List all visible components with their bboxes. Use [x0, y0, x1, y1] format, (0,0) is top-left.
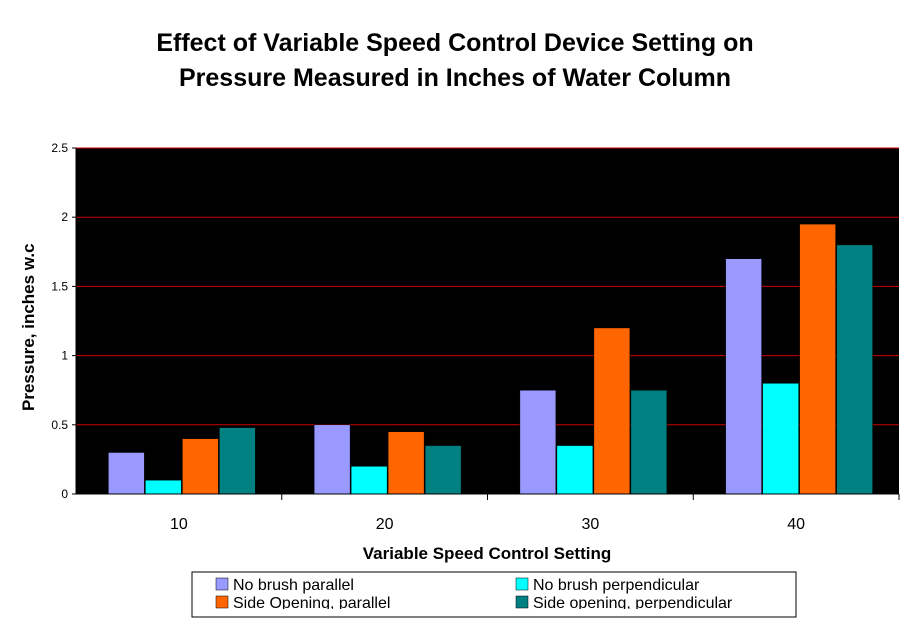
bar [219, 427, 256, 495]
bars [108, 223, 873, 495]
bar [836, 244, 873, 495]
bar [424, 445, 462, 495]
bar [725, 258, 762, 495]
x-axis-ticks: 10 20 30 40 [170, 494, 900, 533]
y-axis-ticks: 0 0.5 1 1.5 2 2.5 [51, 141, 76, 501]
y-tick-label: 0.5 [51, 418, 68, 432]
legend: No brush parallel No brush perpendicularS… [215, 577, 733, 612]
bar [556, 445, 594, 495]
bar [387, 431, 425, 495]
legend-label: No brush perpendicular [533, 577, 700, 594]
x-tick-label: 10 [170, 516, 188, 533]
legend-label: Side opening, perpendicular [533, 595, 733, 612]
y-axis-title: Pressure, inches w.c [19, 243, 38, 411]
y-tick-label: 1.5 [51, 279, 68, 293]
legend-swatch [515, 577, 529, 591]
x-tick-label: 30 [581, 516, 599, 533]
bar [182, 438, 219, 495]
y-tick-label: 2 [61, 210, 68, 224]
bar [313, 424, 351, 495]
bar [519, 389, 557, 495]
legend-label: No brush parallel [233, 577, 354, 594]
x-tick-label: 40 [787, 516, 805, 533]
x-tick-label: 20 [376, 516, 394, 533]
chart-title-line2: Pressure Measured in Inches of Water Col… [179, 64, 731, 92]
legend-swatch [215, 595, 229, 609]
legend-swatch [515, 595, 529, 609]
bar [593, 327, 631, 495]
bar [762, 383, 799, 495]
x-axis-title: Variable Speed Control Setting [363, 544, 611, 563]
y-tick-label: 0 [61, 487, 68, 501]
chart-title-line1: Effect of Variable Speed Control Device … [156, 29, 753, 57]
bar [799, 223, 836, 495]
y-tick-label: 2.5 [51, 141, 68, 155]
y-tick-label: 1 [61, 349, 68, 363]
bar [108, 452, 145, 495]
legend-label: Side Opening, parallel [233, 595, 390, 612]
legend-box [191, 571, 797, 618]
bar [350, 466, 388, 495]
bar [630, 389, 668, 495]
bar [145, 479, 182, 495]
legend-swatch [215, 577, 229, 591]
